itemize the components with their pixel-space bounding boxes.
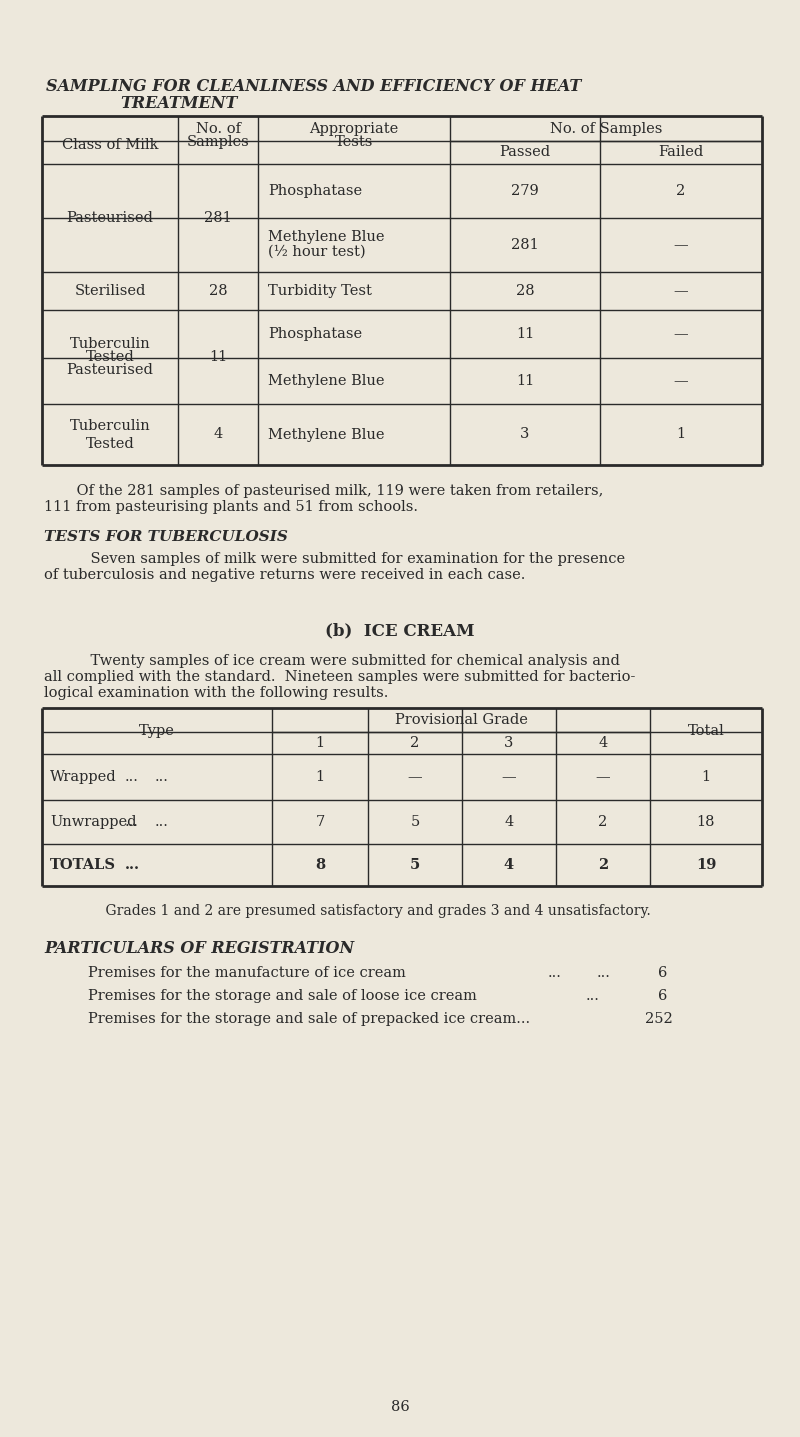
Text: 7: 7 — [315, 815, 325, 829]
Text: 281: 281 — [511, 239, 539, 251]
Text: —: — — [408, 770, 422, 785]
Text: —: — — [674, 239, 688, 251]
Text: Sterilised: Sterilised — [74, 285, 146, 297]
Text: 2: 2 — [598, 858, 608, 872]
Text: 4: 4 — [598, 736, 608, 750]
Text: Unwrapped: Unwrapped — [50, 815, 137, 829]
Text: No. of Samples: No. of Samples — [550, 122, 662, 137]
Text: Of the 281 samples of pasteurised milk, 119 were taken from retailers,: Of the 281 samples of pasteurised milk, … — [58, 484, 603, 499]
Text: 3: 3 — [504, 736, 514, 750]
Text: Tested: Tested — [86, 351, 134, 364]
Text: 28: 28 — [209, 285, 227, 297]
Text: 11: 11 — [516, 328, 534, 341]
Text: ...: ... — [548, 966, 562, 980]
Text: ...: ... — [125, 815, 139, 829]
Text: 2: 2 — [598, 815, 608, 829]
Text: 4: 4 — [214, 427, 222, 441]
Text: 3: 3 — [520, 427, 530, 441]
Text: Seven samples of milk were submitted for examination for the presence: Seven samples of milk were submitted for… — [72, 552, 625, 566]
Text: 2: 2 — [410, 736, 420, 750]
Text: ...: ... — [597, 966, 611, 980]
Text: (b)  ICE CREAM: (b) ICE CREAM — [326, 622, 474, 639]
Text: 1: 1 — [702, 770, 710, 785]
Text: Tuberculin: Tuberculin — [70, 338, 150, 351]
Text: Phosphatase: Phosphatase — [268, 328, 362, 341]
Text: —: — — [674, 328, 688, 341]
Text: Premises for the storage and sale of loose ice cream: Premises for the storage and sale of loo… — [88, 989, 477, 1003]
Text: Total: Total — [688, 724, 724, 739]
Text: Type: Type — [139, 724, 175, 739]
Text: 11: 11 — [516, 374, 534, 388]
Text: Methylene Blue: Methylene Blue — [268, 427, 385, 441]
Text: 6: 6 — [658, 989, 667, 1003]
Text: Wrapped: Wrapped — [50, 770, 117, 785]
Text: 281: 281 — [204, 211, 232, 226]
Text: Tests: Tests — [335, 135, 373, 149]
Text: 5: 5 — [410, 858, 420, 872]
Text: 11: 11 — [209, 351, 227, 364]
Text: Turbidity Test: Turbidity Test — [268, 285, 372, 297]
Text: PARTICULARS OF REGISTRATION: PARTICULARS OF REGISTRATION — [44, 940, 354, 957]
Text: No. of: No. of — [195, 122, 241, 137]
Text: 279: 279 — [511, 184, 539, 198]
Text: 2: 2 — [676, 184, 686, 198]
Text: 5: 5 — [410, 815, 420, 829]
Text: —: — — [674, 285, 688, 297]
Text: TOTALS: TOTALS — [50, 858, 116, 872]
Text: Methylene Blue: Methylene Blue — [268, 230, 385, 244]
Text: SAMPLING FOR CLEANLINESS AND EFFICIENCY OF HEAT: SAMPLING FOR CLEANLINESS AND EFFICIENCY … — [46, 78, 582, 95]
Text: 111 from pasteurising plants and 51 from schools.: 111 from pasteurising plants and 51 from… — [44, 500, 418, 514]
Text: 4: 4 — [504, 858, 514, 872]
Text: (½ hour test): (½ hour test) — [268, 244, 366, 259]
Text: Pasteurised: Pasteurised — [66, 364, 154, 376]
Text: 28: 28 — [516, 285, 534, 297]
Text: —: — — [502, 770, 516, 785]
Text: Premises for the storage and sale of prepacked ice cream...: Premises for the storage and sale of pre… — [88, 1012, 530, 1026]
Text: ...: ... — [125, 858, 140, 872]
Text: Passed: Passed — [499, 145, 550, 160]
Text: Grades 1 and 2 are presumed satisfactory and grades 3 and 4 unsatisfactory.: Grades 1 and 2 are presumed satisfactory… — [88, 904, 650, 918]
Text: of tuberculosis and negative returns were received in each case.: of tuberculosis and negative returns wer… — [44, 568, 526, 582]
Text: ...: ... — [586, 989, 600, 1003]
Text: —: — — [674, 374, 688, 388]
Text: 1: 1 — [677, 427, 686, 441]
Text: Failed: Failed — [658, 145, 704, 160]
Text: Twenty samples of ice cream were submitted for chemical analysis and: Twenty samples of ice cream were submitt… — [72, 654, 620, 668]
Text: Pasteurised: Pasteurised — [66, 211, 154, 226]
Text: Provisional Grade: Provisional Grade — [394, 713, 527, 727]
Text: Class of Milk: Class of Milk — [62, 138, 158, 152]
Text: Tested: Tested — [86, 437, 134, 451]
Text: 252: 252 — [645, 1012, 673, 1026]
Text: TESTS FOR TUBERCULOSIS: TESTS FOR TUBERCULOSIS — [44, 530, 288, 545]
Text: 4: 4 — [504, 815, 514, 829]
Text: TREATMENT: TREATMENT — [120, 95, 238, 112]
Text: 18: 18 — [697, 815, 715, 829]
Text: logical examination with the following results.: logical examination with the following r… — [44, 685, 388, 700]
Text: Methylene Blue: Methylene Blue — [268, 374, 385, 388]
Text: ...: ... — [155, 815, 169, 829]
Text: 6: 6 — [658, 966, 667, 980]
Text: Samples: Samples — [186, 135, 250, 149]
Text: ...: ... — [155, 770, 169, 785]
Text: all complied with the standard.  Nineteen samples were submitted for bacterio-: all complied with the standard. Nineteen… — [44, 670, 635, 684]
Text: Tuberculin: Tuberculin — [70, 418, 150, 433]
Text: 19: 19 — [696, 858, 716, 872]
Text: 8: 8 — [315, 858, 325, 872]
Text: 1: 1 — [315, 736, 325, 750]
Text: Premises for the manufacture of ice cream: Premises for the manufacture of ice crea… — [88, 966, 406, 980]
Text: Appropriate: Appropriate — [310, 122, 398, 137]
Text: 1: 1 — [315, 770, 325, 785]
Text: ...: ... — [125, 770, 139, 785]
Text: Phosphatase: Phosphatase — [268, 184, 362, 198]
Text: 86: 86 — [390, 1400, 410, 1414]
Text: —: — — [596, 770, 610, 785]
